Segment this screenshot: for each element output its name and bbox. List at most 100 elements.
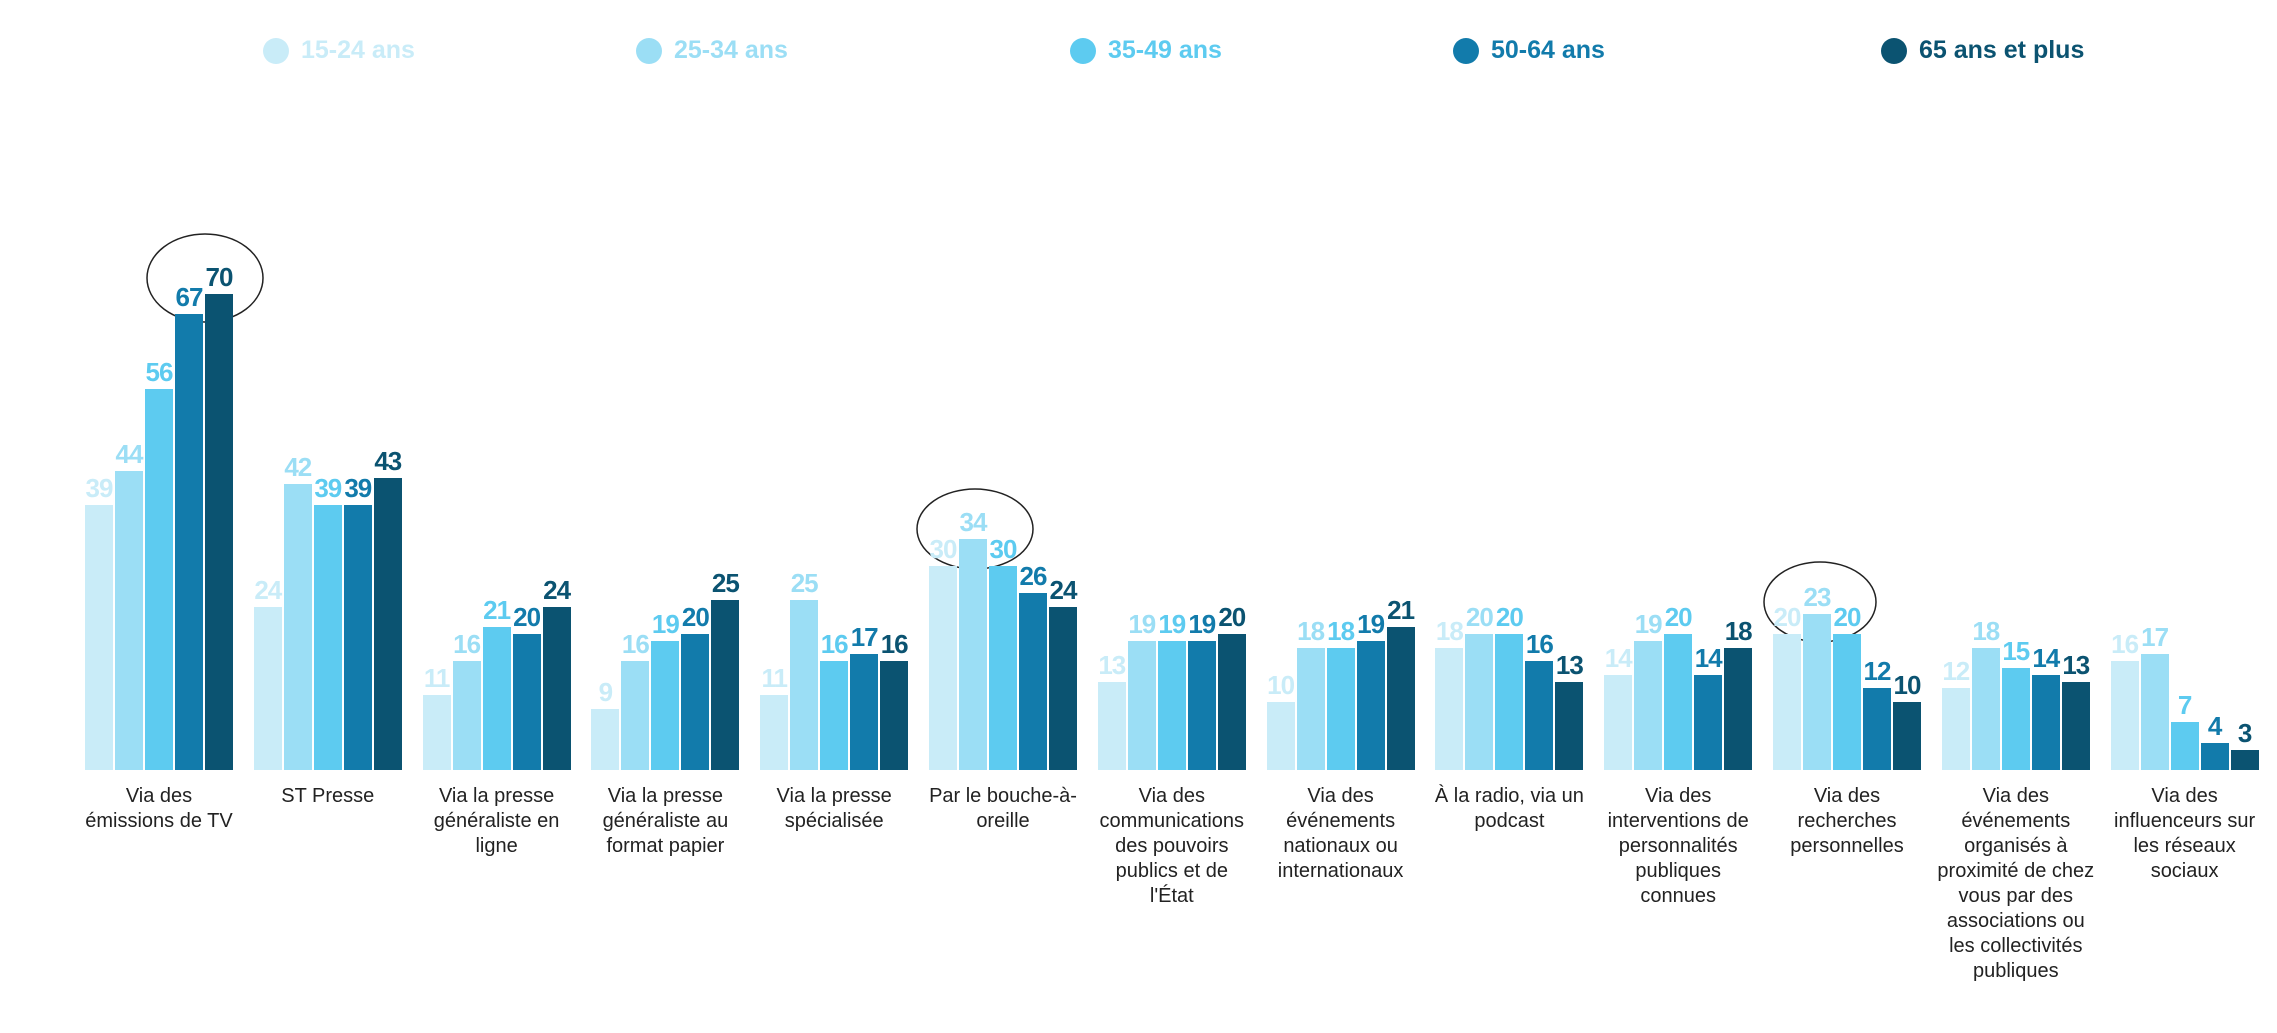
legend-swatch	[1881, 37, 1907, 64]
bar	[2001, 668, 2030, 770]
bar	[1157, 640, 1186, 770]
bar	[283, 484, 312, 770]
bar	[175, 314, 203, 770]
bar	[959, 538, 987, 770]
bar	[1803, 613, 1831, 770]
bar	[850, 654, 879, 770]
bar	[512, 634, 541, 770]
value-label: 19	[1188, 608, 1216, 639]
value-label: 21	[1387, 595, 1415, 626]
value-label: 19	[1128, 608, 1156, 639]
bar	[2110, 661, 2139, 770]
bar	[2031, 674, 2060, 770]
value-label: 25	[790, 568, 819, 598]
bar	[1465, 634, 1494, 770]
value-label: 26	[1019, 561, 1048, 592]
value-label: 39	[314, 472, 342, 503]
legend-label: 65 ans et plus	[1919, 36, 2085, 64]
legend-label: 15-24 ans	[301, 36, 415, 64]
bar	[929, 566, 957, 770]
bar	[2140, 654, 2169, 770]
value-label: 20	[681, 602, 710, 632]
value-label: 24	[1049, 574, 1078, 605]
value-label: 14	[1604, 642, 1633, 673]
value-label: 16	[880, 629, 909, 660]
value-label: 20	[1833, 602, 1862, 632]
bar	[820, 661, 849, 770]
bar	[1217, 634, 1246, 770]
value-label: 30	[989, 534, 1018, 564]
legend-label: 50-64 ans	[1491, 36, 1605, 64]
value-label: 23	[1803, 581, 1832, 612]
value-label: 20	[513, 602, 541, 632]
bar	[651, 640, 680, 770]
value-label: 70	[205, 262, 234, 292]
value-label: 11	[761, 663, 788, 694]
value-label: 16	[2111, 629, 2139, 660]
value-label: 14	[2032, 642, 2060, 673]
bar	[1019, 593, 1047, 770]
bar	[711, 600, 740, 770]
value-label: 18	[1724, 615, 1753, 646]
bar	[1266, 702, 1295, 770]
bar	[373, 477, 402, 770]
bar	[542, 606, 571, 770]
legend-label: 35-49 ans	[1108, 36, 1222, 64]
bar	[1435, 647, 1464, 770]
value-label: 20	[1465, 602, 1494, 632]
bar	[253, 606, 282, 770]
value-label: 18	[1297, 615, 1325, 646]
x-tick-label: À la radio, via un podcast	[1434, 785, 1584, 832]
value-label: 18	[1327, 615, 1355, 646]
value-label: 10	[1893, 670, 1922, 700]
value-label: 25	[711, 568, 740, 598]
value-label: 39	[85, 472, 114, 503]
bar	[115, 470, 143, 770]
legend-item: 50-64 ans	[1453, 36, 1605, 65]
bar	[1127, 640, 1156, 770]
value-label: 18	[1972, 615, 2000, 646]
x-tick-label: Par le bouche-à-oreille	[929, 785, 1077, 832]
legend-item: 25-34 ans	[636, 36, 788, 65]
bar	[1833, 634, 1861, 770]
value-label: 12	[1863, 656, 1892, 687]
x-tick-label: Via la presse généraliste au format papi…	[602, 785, 729, 857]
value-label: 20	[1664, 602, 1693, 632]
bar	[621, 661, 650, 770]
bar	[1863, 688, 1891, 770]
bar	[591, 708, 620, 770]
bar	[205, 294, 233, 770]
bar	[1495, 634, 1524, 770]
x-tick-label: Via des influenceurs sur les réseaux soc…	[2114, 785, 2256, 882]
bar	[1971, 647, 2000, 770]
value-label: 13	[1098, 649, 1126, 680]
bar	[1356, 640, 1385, 770]
x-tick-label: Via des recherches personnelles	[1790, 785, 1904, 857]
bar	[1296, 647, 1325, 770]
bar	[760, 695, 789, 770]
value-label: 18	[1435, 615, 1464, 646]
bar	[482, 627, 511, 770]
value-label: 13	[1555, 649, 1584, 680]
legend-swatch	[1070, 37, 1096, 64]
x-tick-label: Via des interventions de personnalités p…	[1607, 785, 1749, 907]
value-label: 34	[959, 506, 988, 537]
value-label: 16	[621, 629, 650, 660]
bar	[422, 695, 451, 770]
bar	[1724, 647, 1753, 770]
bar	[145, 389, 173, 770]
bar	[1941, 688, 1970, 770]
bar	[85, 504, 113, 770]
value-label: 19	[1357, 608, 1385, 639]
bar	[790, 600, 819, 770]
value-label: 20	[1773, 602, 1802, 632]
x-tick-label: Via des communications des pouvoirs publ…	[1099, 785, 1245, 907]
bar	[1893, 702, 1921, 770]
value-label: 19	[651, 608, 680, 639]
x-tick-label: Via la presse spécialisée	[776, 785, 892, 832]
x-tick-label: Via des événements nationaux ou internat…	[1277, 785, 1404, 882]
value-label: 67	[175, 282, 204, 313]
value-label: 13	[2062, 649, 2090, 680]
value-label: 4	[2207, 710, 2222, 741]
